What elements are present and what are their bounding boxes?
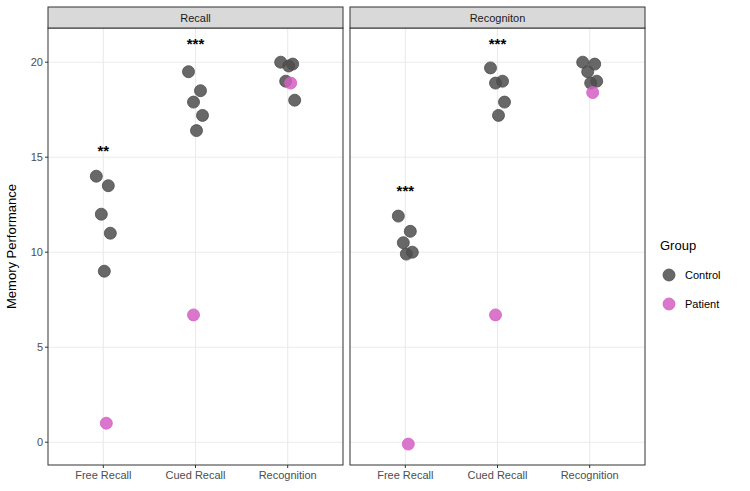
annotation: *** — [397, 182, 415, 199]
tick-label: Recognition — [561, 469, 619, 481]
point — [283, 60, 295, 72]
point — [90, 170, 102, 182]
marks — [392, 56, 602, 450]
grid-line — [497, 28, 498, 465]
point — [188, 309, 200, 321]
point — [485, 62, 497, 74]
tick-label: 10 — [31, 246, 43, 258]
chart: 0 5 10 15 20 Free Recall Cued Recall Recognitio… — [0, 0, 750, 491]
point — [490, 77, 502, 89]
point — [191, 125, 203, 137]
marks — [90, 56, 300, 429]
panel — [48, 28, 343, 465]
point — [197, 109, 209, 121]
tick-label: 5 — [37, 341, 43, 353]
panel-border — [48, 28, 343, 465]
point — [397, 237, 409, 249]
tick-label: Cued Recall — [468, 469, 528, 481]
point — [188, 96, 200, 108]
point — [100, 417, 112, 429]
tick-label: Recognition — [259, 469, 317, 481]
tick-label: 20 — [31, 56, 43, 68]
strip-title: Recogniton — [470, 12, 526, 24]
grid-line — [287, 28, 288, 465]
point — [404, 225, 416, 237]
point — [289, 94, 301, 106]
point — [493, 109, 505, 121]
point — [104, 227, 116, 239]
point — [102, 180, 114, 192]
point — [183, 66, 195, 78]
annotation: *** — [187, 35, 205, 52]
grid-line — [103, 28, 104, 465]
annotation: *** — [489, 35, 507, 52]
legend-label: Patient — [685, 298, 719, 310]
tick-label: 0 — [37, 436, 43, 448]
axis-title: Memory Performance — [4, 184, 19, 309]
point — [400, 248, 412, 260]
legend-title: Group — [660, 238, 696, 253]
point — [587, 87, 599, 99]
tick-label: Cued Recall — [166, 469, 226, 481]
point — [285, 77, 297, 89]
legend-key — [663, 298, 675, 310]
strip — [48, 7, 343, 28]
strip-title: Recall — [180, 12, 211, 24]
legend-key — [663, 269, 675, 281]
point — [95, 208, 107, 220]
point — [499, 96, 511, 108]
panel-border — [350, 28, 645, 465]
panel — [350, 28, 645, 465]
point — [402, 438, 414, 450]
point — [490, 309, 502, 321]
point — [582, 66, 594, 78]
point — [392, 210, 404, 222]
strip — [350, 7, 645, 28]
point — [98, 265, 110, 277]
tick-label: Free Recall — [377, 469, 433, 481]
annotation: ** — [97, 142, 109, 159]
legend-label: Control — [685, 269, 720, 281]
tick-label: Free Recall — [75, 469, 131, 481]
point — [195, 85, 207, 97]
tick-label: 15 — [31, 151, 43, 163]
